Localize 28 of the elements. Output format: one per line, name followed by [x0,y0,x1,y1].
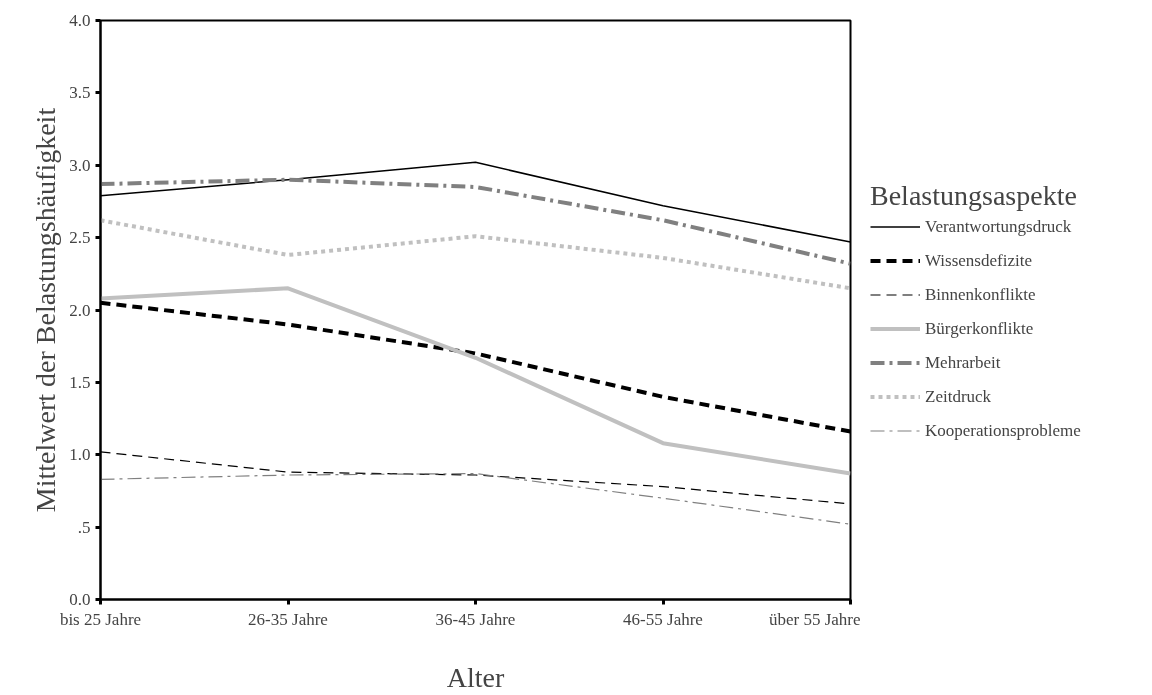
y-tick-label: 1.0 [69,445,91,465]
x-axis-title: Alter [446,661,505,693]
y-tick-label: 0.0 [69,590,91,609]
line-series [100,177,851,266]
y-tick-label: 3.5 [69,83,91,103]
y-tick-label: 4.0 [69,11,91,30]
legend-label: Bürgerkonflikte [925,318,1034,338]
y-tick-label: 2.5 [69,228,91,248]
x-tick-label: 46-55 Jahre [623,609,703,629]
y-tick-label: 2.0 [69,300,91,320]
x-tick-label: 36-45 Jahre [435,609,516,629]
line-series [100,472,851,525]
line-series [100,218,851,291]
legend-label: Verantwortungsdruck [925,216,1072,236]
y-tick-label: .5 [77,517,91,537]
x-tick-label: bis 25 Jahre [59,609,142,629]
legend-title: Belastungsaspekte [870,179,1078,211]
legend-label: Wissensdefizite [925,250,1032,270]
legend-label: Zeitdruck [925,386,992,406]
legend-label: Mehrarbeit [925,352,1001,372]
x-tick-label: 26-35 Jahre [248,609,328,629]
y-axis-title: Mittelwert der Belastungshäufigkeit [30,107,62,513]
y-tick-label: 1.5 [69,372,91,392]
x-tick-label: über 55 Jahre [768,609,861,629]
legend-label: Kooperationsprobleme [925,420,1081,440]
line-series [100,286,851,476]
legend-label: Binnenkonflikte [925,284,1036,304]
y-tick-label: 3.0 [69,155,91,175]
